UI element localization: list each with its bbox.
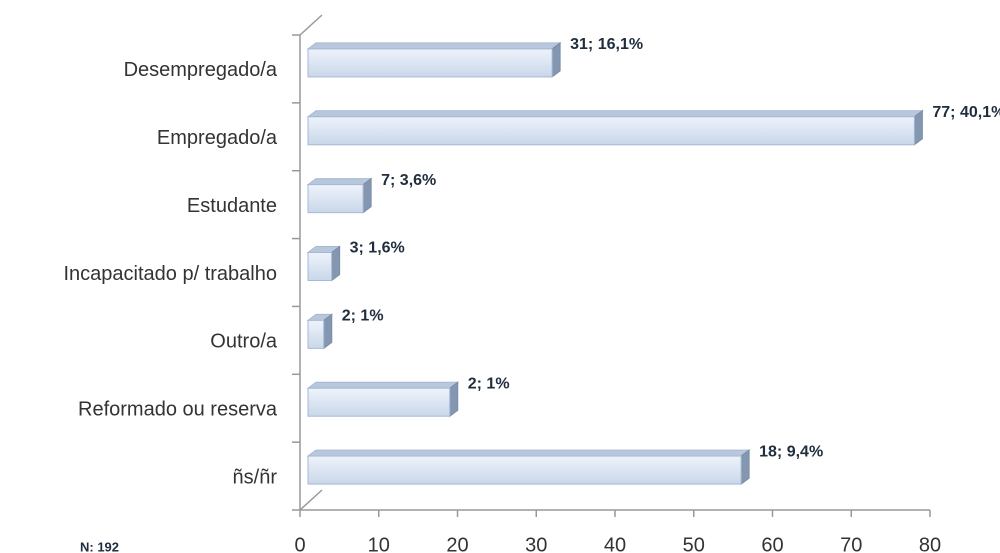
y-tick-label: Outro/a [210,331,278,353]
annotation: N: 192 [80,539,119,553]
x-tick-label: 20 [446,534,468,553]
axis-frame [299,14,930,511]
bar [306,381,460,418]
bar [306,109,924,146]
x-tick-label: 10 [368,534,390,553]
value-label: 2; 1% [342,308,384,325]
y-tick-label: Reformado ou reserva [78,398,278,420]
value-label: 77; 40,1% [932,104,1000,121]
value-label: 3; 1,6% [350,240,405,257]
y-tick-label: Empregado/a [157,127,278,149]
x-tick-label: 50 [683,534,705,553]
bar [306,449,751,486]
x-tick-label: 0 [294,534,305,553]
bar [306,313,334,350]
x-tick-label: 80 [919,534,941,553]
value-label: 18; 9,4% [759,443,823,460]
x-tick-label: 60 [761,534,783,553]
x-tick-label: 30 [525,534,547,553]
y-tick-label: Desempregado/a [124,59,278,81]
value-label: 7; 3,6% [381,172,436,189]
value-label: 31; 16,1% [570,36,643,53]
bar [306,41,562,78]
x-tick-label: 70 [840,534,862,553]
value-label: 2; 1% [468,375,510,392]
x-tick-label: 40 [604,534,626,553]
y-tick-label: ñs/ñr [233,466,278,488]
y-tick-label: Incapacitado p/ trabalho [64,263,278,285]
bar [306,245,342,282]
y-tick-label: Estudante [187,195,277,217]
bar [306,177,373,214]
